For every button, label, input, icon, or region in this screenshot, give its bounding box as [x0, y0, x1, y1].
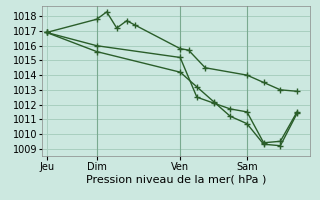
X-axis label: Pression niveau de la mer( hPa ): Pression niveau de la mer( hPa ): [86, 174, 266, 184]
